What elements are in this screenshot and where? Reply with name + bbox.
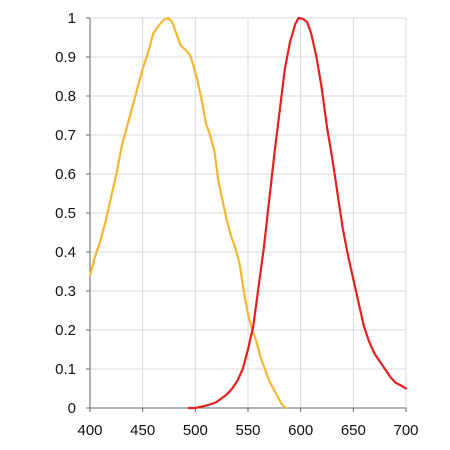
series-group [88, 16, 408, 410]
y-tick-label: 0.8 [55, 88, 76, 105]
y-tick-label: 1 [68, 10, 76, 27]
y-tick-label: 0.6 [55, 166, 76, 183]
series-line-red [187, 16, 408, 410]
x-tick-label: 450 [130, 422, 155, 439]
x-tick-label: 400 [77, 422, 102, 439]
x-tick-label: 700 [393, 422, 418, 439]
series-line-yellow [88, 16, 288, 410]
x-tick-label: 550 [235, 422, 260, 439]
y-tick-label: 0.9 [55, 49, 76, 66]
y-tick-label: 0.7 [55, 127, 76, 144]
y-tick-label: 0.3 [55, 283, 76, 300]
y-tick-label: 0.1 [55, 361, 76, 378]
y-tick-label: 0 [68, 400, 76, 417]
grid [90, 17, 407, 408]
x-tick-label: 600 [288, 422, 313, 439]
x-tick-label: 500 [183, 422, 208, 439]
y-tick-label: 0.4 [55, 244, 76, 261]
axis-ticks: 0 0.1 0.2 0.3 0.4 0.5 0.6 0.7 0.8 0.9 1 400 450 500 55… [55, 10, 418, 439]
y-tick-label: 0.5 [55, 205, 76, 222]
y-tick-label: 0.2 [55, 322, 76, 339]
x-tick-label: 650 [341, 422, 366, 439]
